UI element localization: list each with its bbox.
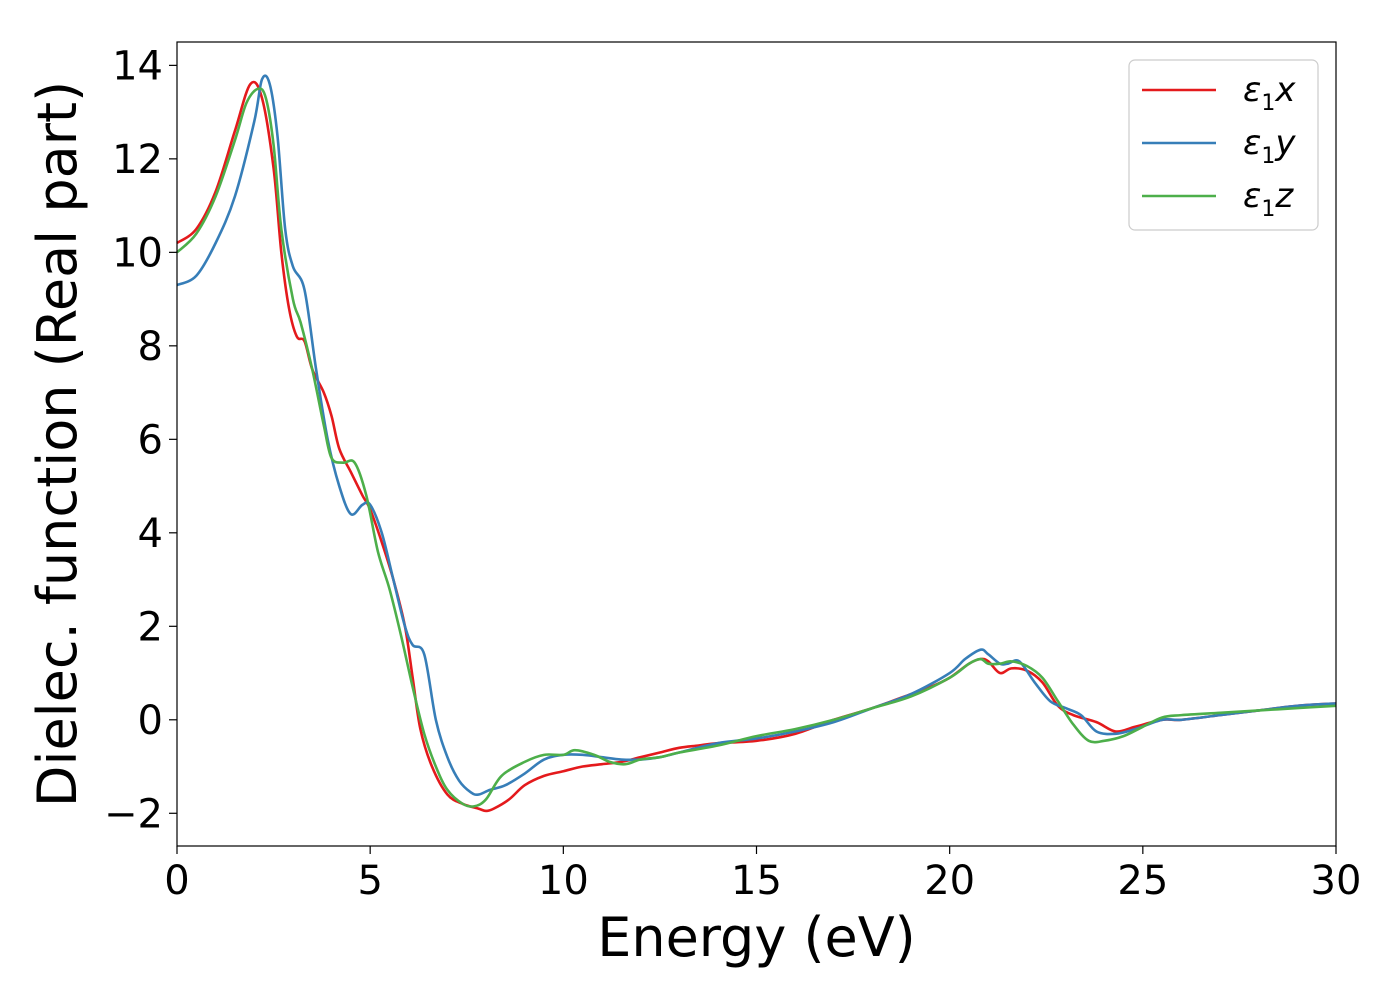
legend-component: y: [1274, 123, 1296, 163]
x-tick-label: 15: [731, 858, 782, 904]
y-tick-label: 2: [138, 604, 163, 650]
legend-symbol: ε: [1243, 176, 1261, 216]
y-tick-label: 6: [138, 417, 163, 463]
y-axis: −2 0 2 4 6 8 10 12 14: [104, 43, 177, 837]
y-tick-label: 10: [112, 230, 163, 276]
y-tick-label: 4: [138, 511, 163, 557]
legend-component: z: [1274, 176, 1294, 216]
plot-lines: [176, 74, 1337, 813]
x-tick-label: 0: [164, 858, 189, 904]
legend-symbol: ε: [1243, 70, 1261, 110]
y-tick-label: 14: [112, 43, 163, 89]
x-tick-label: 30: [1311, 858, 1362, 904]
legend-subscript: 1: [1261, 144, 1275, 169]
y-tick-label: 0: [138, 698, 163, 744]
legend-subscript: 1: [1261, 197, 1275, 222]
legend-symbol: ε: [1243, 123, 1261, 163]
x-tick-label: 20: [924, 858, 975, 904]
x-tick-label: 10: [538, 858, 589, 904]
legend-label-y: ε1y: [1243, 123, 1296, 169]
y-axis-title: Dielec. function (Real part): [26, 81, 89, 807]
y-tick-label: 12: [112, 137, 163, 183]
legend-subscript: 1: [1261, 91, 1275, 116]
x-axis: 0 5 10 15 20 25 30: [164, 846, 1361, 904]
y-tick-label: −2: [104, 791, 163, 837]
y-tick-label: 8: [138, 324, 163, 370]
legend-component: x: [1274, 70, 1296, 110]
legend-box: [1128, 59, 1319, 231]
legend-label-x: ε1x: [1243, 70, 1296, 116]
x-tick-label: 25: [1117, 858, 1168, 904]
legend-label-z: ε1z: [1243, 176, 1294, 222]
x-tick-label: 5: [357, 858, 382, 904]
x-axis-title: Energy (eV): [597, 906, 916, 969]
series-line-z: [176, 87, 1337, 808]
